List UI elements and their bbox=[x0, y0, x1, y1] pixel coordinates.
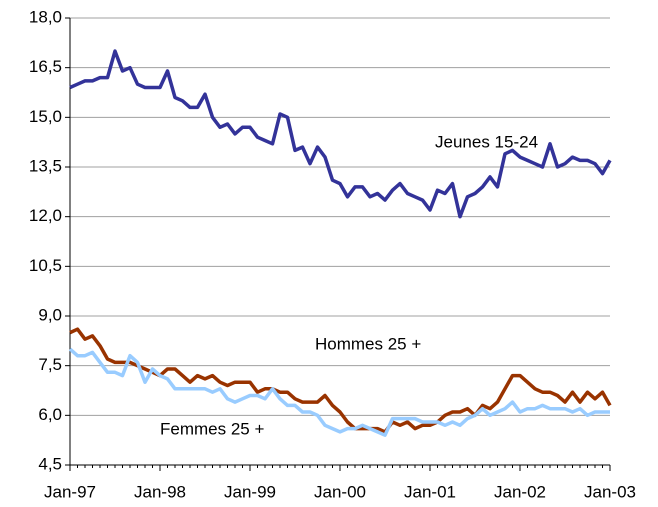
y-tick-label: 13,5 bbox=[29, 156, 62, 175]
x-tick-label: Jan-00 bbox=[314, 482, 366, 501]
y-tick-label: 7,5 bbox=[38, 355, 62, 374]
x-tick-label: Jan-03 bbox=[584, 482, 636, 501]
series-label: Femmes 25 + bbox=[160, 419, 264, 438]
y-tick-label: 6,0 bbox=[38, 405, 62, 424]
y-tick-label: 12,0 bbox=[29, 206, 62, 225]
series-label: Hommes 25 + bbox=[315, 334, 421, 353]
y-tick-label: 4,5 bbox=[38, 454, 62, 473]
y-tick-label: 15,0 bbox=[29, 107, 62, 126]
x-tick-label: Jan-99 bbox=[224, 482, 276, 501]
x-tick-label: Jan-98 bbox=[134, 482, 186, 501]
y-tick-label: 16,5 bbox=[29, 57, 62, 76]
y-tick-label: 18,0 bbox=[29, 7, 62, 26]
series-line bbox=[68, 347, 610, 437]
x-tick-label: Jan-01 bbox=[404, 482, 456, 501]
x-tick-label: Jan-02 bbox=[494, 482, 546, 501]
y-tick-label: 10,5 bbox=[29, 256, 62, 275]
series-label: Jeunes 15-24 bbox=[435, 132, 538, 151]
x-tick-label: Jan-97 bbox=[44, 482, 96, 501]
y-tick-label: 9,0 bbox=[38, 305, 62, 324]
series-line bbox=[69, 49, 612, 219]
